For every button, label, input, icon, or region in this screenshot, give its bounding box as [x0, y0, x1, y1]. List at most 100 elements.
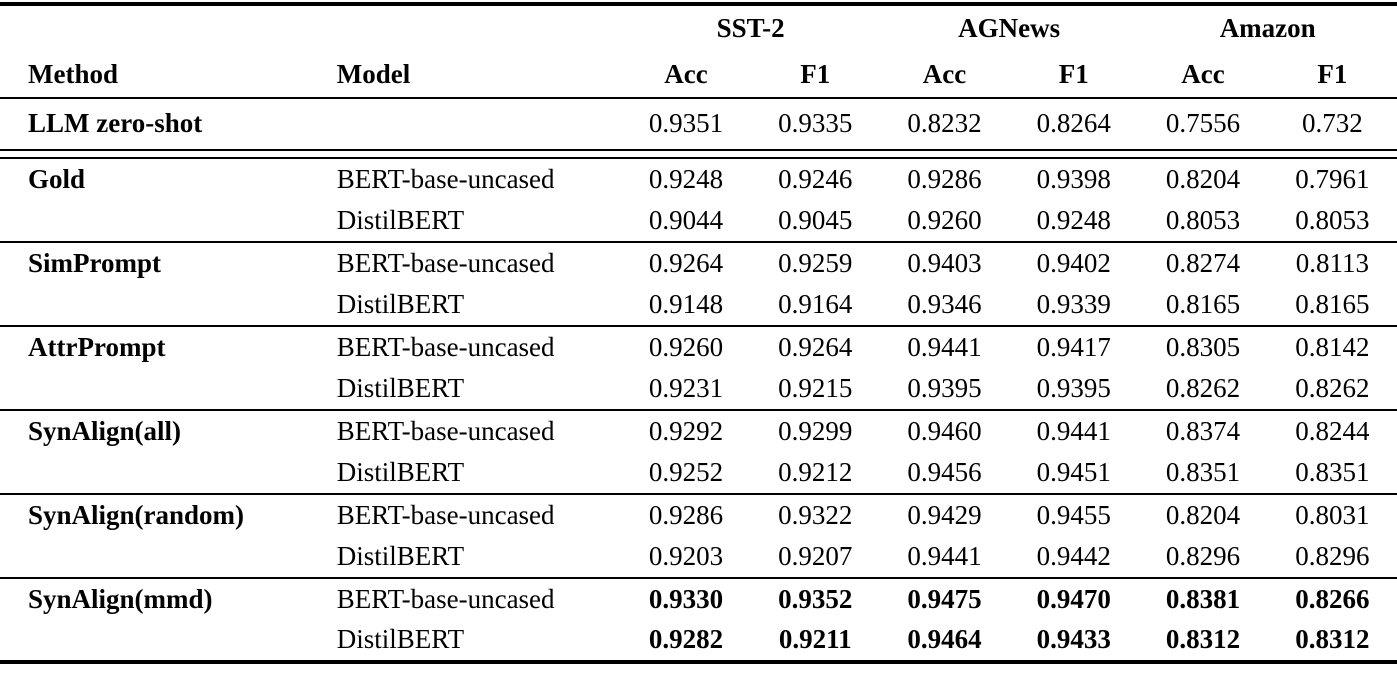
value-cell: 0.8053 [1295, 204, 1370, 235]
model-cell: DistilBERT [336, 372, 465, 403]
table-row-gold-distilbert: DistilBERT 0.9044 0.9045 0.9260 0.9248 0… [0, 200, 1397, 242]
value-cell: 0.9231 [648, 372, 724, 403]
value-cell: 0.9451 [1036, 456, 1111, 487]
value-cell: 0.8374 [1165, 415, 1241, 446]
group-header-row: SST-2 AGNews Amazon [0, 4, 1397, 52]
value-cell: 0.9203 [648, 540, 724, 571]
header-agnews-f1: F1 [1058, 58, 1089, 89]
value-cell: 0.9248 [1036, 204, 1111, 235]
results-table: SST-2 AGNews Amazon Method Model Acc F1 … [0, 2, 1397, 664]
model-cell: BERT-base-uncased [336, 331, 555, 362]
method-cell: LLM zero-shot [28, 108, 203, 139]
value-cell: 0.9335 [778, 108, 853, 139]
header-sst2-f1: F1 [800, 58, 831, 89]
value-cell: 0.9260 [648, 331, 724, 362]
method-cell: SynAlign(mmd) [28, 583, 213, 614]
value-cell: 0.9260 [907, 204, 982, 235]
value-cell: 0.9441 [1036, 415, 1111, 446]
header-model: Model [336, 58, 411, 89]
table-row-synalign-all-bert: SynAlign(all) BERT-base-uncased 0.9292 0… [0, 410, 1397, 452]
table-row-llm-zero-shot: LLM zero-shot 0.9351 0.9335 0.8232 0.826… [0, 98, 1397, 150]
value-cell: 0.8312 [1165, 624, 1241, 655]
value-cell: 0.9398 [1036, 163, 1111, 194]
value-cell: 0.9252 [648, 456, 724, 487]
table-body: LLM zero-shot 0.9351 0.9335 0.8232 0.826… [0, 98, 1397, 662]
value-cell: 0.8204 [1165, 499, 1241, 530]
table-row-gold-bert: Gold BERT-base-uncased 0.9248 0.9246 0.9… [0, 158, 1397, 200]
double-rule [0, 150, 1397, 158]
value-cell: 0.9044 [648, 204, 724, 235]
method-cell [0, 284, 337, 326]
value-cell: 0.9455 [1036, 499, 1111, 530]
value-cell: 0.8204 [1165, 163, 1241, 194]
value-cell: 0.9470 [1036, 583, 1111, 614]
value-cell: 0.9286 [648, 499, 724, 530]
value-cell: 0.8262 [1295, 372, 1370, 403]
value-cell: 0.9286 [907, 163, 982, 194]
table-row-attrprompt-bert: AttrPrompt BERT-base-uncased 0.9260 0.92… [0, 326, 1397, 368]
model-cell: DistilBERT [336, 540, 465, 571]
value-cell: 0.9339 [1036, 288, 1111, 319]
double-rule-gap [0, 150, 1397, 158]
table-row-synalign-all-distilbert: DistilBERT 0.9252 0.9212 0.9456 0.9451 0… [0, 452, 1397, 494]
value-cell: 0.8142 [1295, 331, 1370, 362]
value-cell: 0.9395 [1036, 372, 1111, 403]
value-cell: 0.9264 [648, 247, 724, 278]
value-cell: 0.9045 [778, 204, 853, 235]
value-cell: 0.8232 [907, 108, 982, 139]
value-cell: 0.8266 [1295, 583, 1370, 614]
value-cell: 0.9395 [907, 372, 982, 403]
value-cell: 0.9248 [648, 163, 724, 194]
value-cell: 0.9215 [778, 372, 853, 403]
table-row-simprompt-bert: SimPrompt BERT-base-uncased 0.9264 0.925… [0, 242, 1397, 284]
value-cell: 0.8274 [1165, 247, 1241, 278]
model-cell: BERT-base-uncased [336, 583, 555, 614]
value-cell: 0.9292 [648, 415, 724, 446]
value-cell: 0.9264 [778, 331, 853, 362]
header-amazon-acc: Acc [1181, 58, 1225, 89]
model-cell: DistilBERT [336, 624, 465, 655]
value-cell: 0.9442 [1036, 540, 1111, 571]
value-cell: 0.9464 [907, 624, 982, 655]
value-cell: 0.8312 [1295, 624, 1370, 655]
model-cell: DistilBERT [336, 288, 465, 319]
header-sst2-acc: Acc [664, 58, 708, 89]
value-cell: 0.9351 [648, 108, 724, 139]
spacer-cell [337, 4, 622, 52]
value-cell: 0.8244 [1295, 415, 1370, 446]
value-cell: 0.9246 [778, 163, 853, 194]
value-cell: 0.9207 [778, 540, 853, 571]
value-cell: 0.8053 [1165, 204, 1241, 235]
method-cell: SynAlign(random) [28, 499, 245, 530]
model-cell: BERT-base-uncased [336, 163, 555, 194]
value-cell: 0.9429 [907, 499, 982, 530]
table-row-synalign-mmd-distilbert: DistilBERT 0.9282 0.9211 0.9464 0.9433 0… [0, 620, 1397, 662]
table-row-attrprompt-distilbert: DistilBERT 0.9231 0.9215 0.9395 0.9395 0… [0, 368, 1397, 410]
table-head: SST-2 AGNews Amazon Method Model Acc F1 … [0, 4, 1397, 98]
value-cell: 0.9282 [648, 624, 724, 655]
value-cell: 0.8351 [1295, 456, 1370, 487]
column-header-row: Method Model Acc F1 Acc F1 Acc F1 [0, 52, 1397, 98]
value-cell: 0.9211 [778, 624, 852, 655]
spacer-cell [0, 4, 337, 52]
value-cell: 0.8264 [1036, 108, 1111, 139]
value-cell: 0.9259 [778, 247, 853, 278]
value-cell: 0.9460 [907, 415, 982, 446]
value-cell: 0.9475 [907, 583, 982, 614]
value-cell: 0.9441 [907, 331, 982, 362]
value-cell: 0.9417 [1036, 331, 1111, 362]
value-cell: 0.9433 [1036, 624, 1111, 655]
value-cell: 0.9352 [778, 583, 853, 614]
value-cell: 0.9212 [778, 456, 853, 487]
table-row-synalign-random-bert: SynAlign(random) BERT-base-uncased 0.928… [0, 494, 1397, 536]
model-cell: DistilBERT [336, 204, 465, 235]
value-cell: 0.8262 [1165, 372, 1241, 403]
value-cell: 0.8113 [1295, 247, 1369, 278]
value-cell: 0.7556 [1165, 108, 1241, 139]
value-cell: 0.9148 [648, 288, 724, 319]
value-cell: 0.8296 [1165, 540, 1241, 571]
value-cell: 0.9402 [1036, 247, 1111, 278]
value-cell: 0.9164 [778, 288, 853, 319]
model-cell: BERT-base-uncased [336, 499, 555, 530]
value-cell: 0.9403 [907, 247, 982, 278]
